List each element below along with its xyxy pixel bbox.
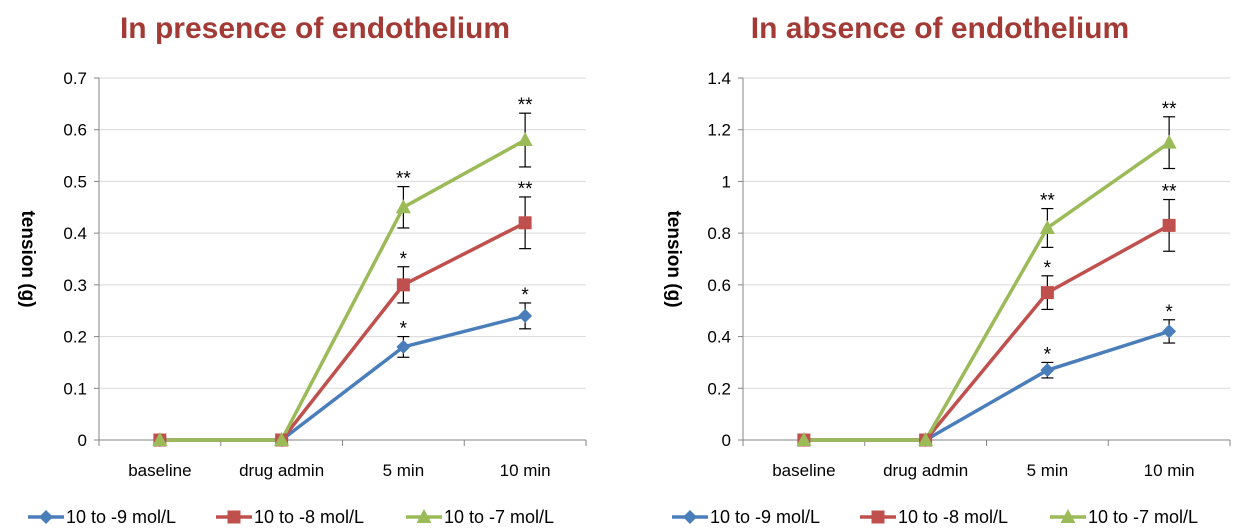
series-line — [159, 314, 526, 442]
significance-label: ** — [396, 169, 411, 190]
y-tick-label: 0.4 — [63, 224, 87, 243]
data-point — [396, 339, 411, 354]
data-point — [396, 278, 410, 292]
legend: 10 to -9 mol/L 10 to -8 mol/L 10 to -7 mol… — [28, 507, 554, 527]
y-tick-label: 0.2 — [707, 379, 731, 398]
significance-label: * — [400, 249, 408, 270]
data-point — [518, 216, 532, 230]
chart-panel-2: In absence of endothelium 0 0.2 0.4 0.6 0.8 1 1… — [663, 12, 1231, 527]
legend-label: 10 to -9 mol/L — [710, 507, 820, 527]
legend-label: 10 to -9 mol/L — [66, 507, 176, 527]
legend-swatch-marker — [39, 510, 53, 524]
y-tick-label: 0.8 — [707, 224, 731, 243]
legend-swatch-marker — [1060, 509, 1076, 523]
series-line — [803, 141, 1171, 442]
y-tick-label: 0.6 — [707, 276, 731, 295]
x-tick-label: 10 min — [1144, 461, 1195, 480]
x-tick-label: baseline — [128, 461, 191, 480]
data-point — [1162, 324, 1177, 339]
y-tick-label: 0 — [78, 431, 87, 450]
significance-label: * — [400, 319, 408, 340]
data-point — [918, 432, 934, 446]
series-3 — [159, 138, 526, 442]
legend-label: 10 to -8 mol/L — [898, 507, 1008, 527]
x-tick-label: drug admin — [239, 461, 324, 480]
y-tick-label: 0.2 — [63, 328, 87, 347]
legend-item: 10 to -7 mol/L — [1050, 507, 1198, 527]
x-tick-label: drug admin — [883, 461, 968, 480]
y-tick-label: 0.6 — [63, 121, 87, 140]
legend-item: 10 to -9 mol/L — [28, 507, 176, 527]
significance-label: ** — [1040, 191, 1055, 212]
x-tick-label: baseline — [772, 461, 835, 480]
series-2-marks: *** — [153, 179, 533, 447]
series-3 — [803, 141, 1171, 442]
legend-swatch-marker — [683, 510, 697, 524]
y-tick-label: 1.4 — [707, 69, 731, 88]
data-point — [518, 308, 533, 323]
data-point — [1162, 218, 1176, 232]
y-tick-label: 1 — [722, 172, 731, 191]
significance-label: ** — [1162, 182, 1177, 203]
series-2-marks: *** — [797, 182, 1177, 447]
legend-label: 10 to -7 mol/L — [1088, 507, 1198, 527]
significance-label: ** — [518, 179, 533, 200]
data-point — [1040, 363, 1055, 378]
legend-item: 10 to -7 mol/L — [406, 507, 554, 527]
y-tick-label: 0.1 — [63, 379, 87, 398]
data-point — [1161, 134, 1177, 149]
significance-label: * — [1044, 344, 1052, 365]
series-line — [803, 329, 1170, 442]
series-1 — [159, 314, 526, 442]
legend-swatch-marker — [416, 509, 432, 523]
series-3-marks: **** — [796, 99, 1177, 446]
data-point — [517, 132, 533, 147]
legend-item: 10 to -9 mol/L — [672, 507, 820, 527]
significance-label: ** — [1162, 99, 1177, 120]
legend-label: 10 to -8 mol/L — [254, 507, 364, 527]
data-point — [796, 432, 812, 446]
y-tick-label: 0.3 — [63, 276, 87, 295]
y-tick-label: 0.5 — [63, 172, 87, 191]
legend: 10 to -9 mol/L 10 to -8 mol/L 10 to -7 mol… — [672, 507, 1198, 527]
legend-label: 10 to -7 mol/L — [444, 507, 554, 527]
y-tick-label: 0 — [722, 431, 731, 450]
series-3-marks: **** — [152, 95, 533, 446]
y-tick-label: 0.7 — [63, 69, 87, 88]
series-1 — [803, 329, 1170, 442]
legend-swatch-marker — [871, 510, 885, 524]
legend-item: 10 to -8 mol/L — [860, 507, 1008, 527]
data-point — [395, 199, 411, 214]
series-line — [159, 138, 526, 442]
significance-label: * — [521, 285, 529, 306]
y-axis-label: tension (g) — [17, 210, 38, 307]
chart-title: In absence of endothelium — [751, 12, 1129, 45]
significance-label: ** — [518, 95, 533, 116]
series-1-marks: ** — [152, 285, 533, 447]
data-point — [274, 432, 290, 446]
y-tick-label: 1.2 — [707, 121, 731, 140]
y-tick-label: 0.4 — [707, 328, 731, 347]
series-1-marks: ** — [796, 302, 1177, 447]
y-axis-label: tension (g) — [663, 210, 684, 307]
legend-swatch-marker — [227, 510, 241, 524]
x-tick-label: 10 min — [500, 461, 551, 480]
chart-title: In presence of endothelium — [120, 12, 510, 45]
x-tick-label: 5 min — [383, 461, 425, 480]
data-point — [1039, 219, 1055, 234]
data-point — [1040, 286, 1054, 300]
x-tick-label: 5 min — [1027, 461, 1069, 480]
significance-label: * — [1165, 302, 1173, 323]
data-point — [152, 432, 168, 446]
chart-panel-1: In presence of endothelium 0 0.1 0.2 0.3 0.4 0… — [17, 12, 587, 527]
significance-label: * — [1044, 258, 1052, 279]
legend-item: 10 to -8 mol/L — [216, 507, 364, 527]
